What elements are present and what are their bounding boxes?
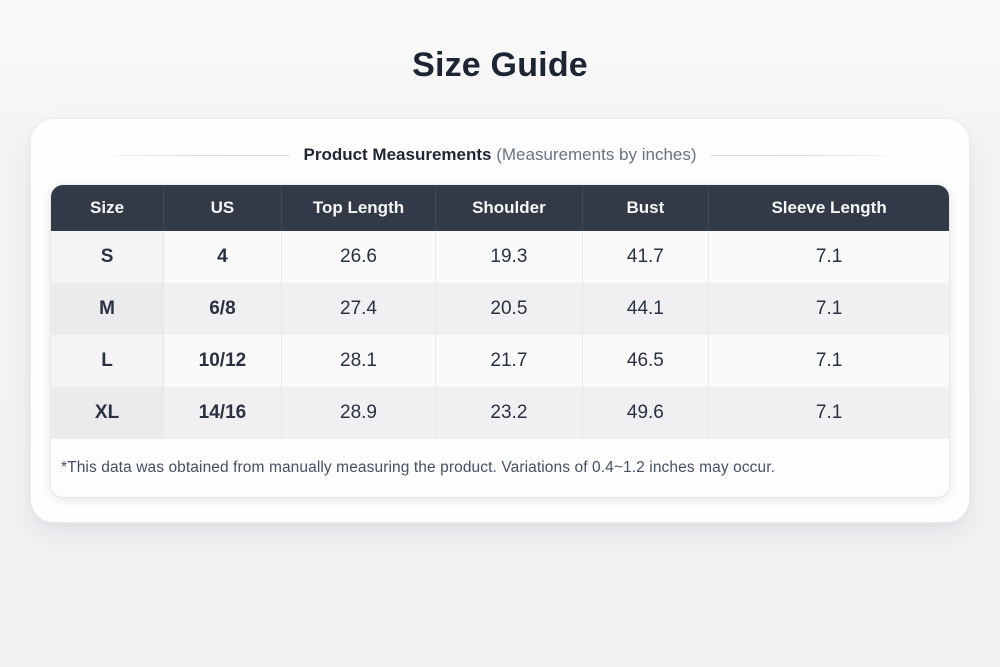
column-header-bust: Bust — [582, 185, 710, 231]
cell-shoulder: 19.3 — [436, 231, 583, 283]
measurement-disclaimer: *This data was obtained from manually me… — [51, 439, 949, 497]
cell-top-length: 28.1 — [281, 335, 437, 387]
cell-bust: 46.5 — [582, 335, 710, 387]
cell-sleeve-length: 7.1 — [709, 335, 949, 387]
page-title: Size Guide — [412, 46, 588, 84]
measurements-table: Size US Top Length Shoulder Bust Sleeve … — [51, 185, 949, 439]
section-heading-title: Product Measurements — [303, 145, 492, 164]
column-header-top-length: Top Length — [281, 185, 437, 231]
cell-us: 14/16 — [164, 387, 282, 439]
cell-size: L — [51, 335, 165, 387]
heading-divider-left — [89, 154, 290, 156]
section-heading-note: (Measurements by inches) — [496, 145, 697, 164]
cell-bust: 49.6 — [582, 387, 710, 439]
column-header-shoulder: Shoulder — [436, 185, 583, 231]
table-row-l: L 10/12 28.1 21.7 46.5 7.1 — [51, 335, 949, 387]
cell-top-length: 28.9 — [281, 387, 437, 439]
cell-sleeve-length: 7.1 — [709, 283, 949, 335]
cell-us: 10/12 — [164, 335, 282, 387]
column-header-size: Size — [51, 185, 165, 231]
measurements-table-panel: Size US Top Length Shoulder Bust Sleeve … — [51, 185, 949, 497]
cell-sleeve-length: 7.1 — [709, 231, 949, 283]
cell-size: S — [51, 231, 165, 283]
table-header: Size US Top Length Shoulder Bust Sleeve … — [51, 185, 949, 231]
cell-bust: 41.7 — [582, 231, 710, 283]
cell-us: 6/8 — [164, 283, 282, 335]
cell-shoulder: 23.2 — [436, 387, 583, 439]
column-header-sleeve-length: Sleeve Length — [709, 185, 949, 231]
cell-top-length: 27.4 — [281, 283, 437, 335]
column-header-us: US — [164, 185, 282, 231]
section-heading-text: Product Measurements (Measurements by in… — [303, 145, 696, 165]
cell-us: 4 — [164, 231, 282, 283]
cell-bust: 44.1 — [582, 283, 710, 335]
cell-shoulder: 21.7 — [436, 335, 583, 387]
table-row-s: S 4 26.6 19.3 41.7 7.1 — [51, 231, 949, 283]
cell-shoulder: 20.5 — [436, 283, 583, 335]
cell-size: XL — [51, 387, 165, 439]
heading-divider-right — [710, 154, 912, 156]
table-header-row: Size US Top Length Shoulder Bust Sleeve … — [51, 185, 949, 231]
cell-top-length: 26.6 — [281, 231, 437, 283]
cell-size: M — [51, 283, 165, 335]
size-guide-card: Product Measurements (Measurements by in… — [30, 118, 970, 523]
table-row-m: M 6/8 27.4 20.5 44.1 7.1 — [51, 283, 949, 335]
section-heading: Product Measurements (Measurements by in… — [89, 143, 912, 167]
cell-sleeve-length: 7.1 — [709, 387, 949, 439]
table-body: S 4 26.6 19.3 41.7 7.1 M 6/8 27.4 20.5 4… — [51, 231, 949, 439]
table-row-xl: XL 14/16 28.9 23.2 49.6 7.1 — [51, 387, 949, 439]
